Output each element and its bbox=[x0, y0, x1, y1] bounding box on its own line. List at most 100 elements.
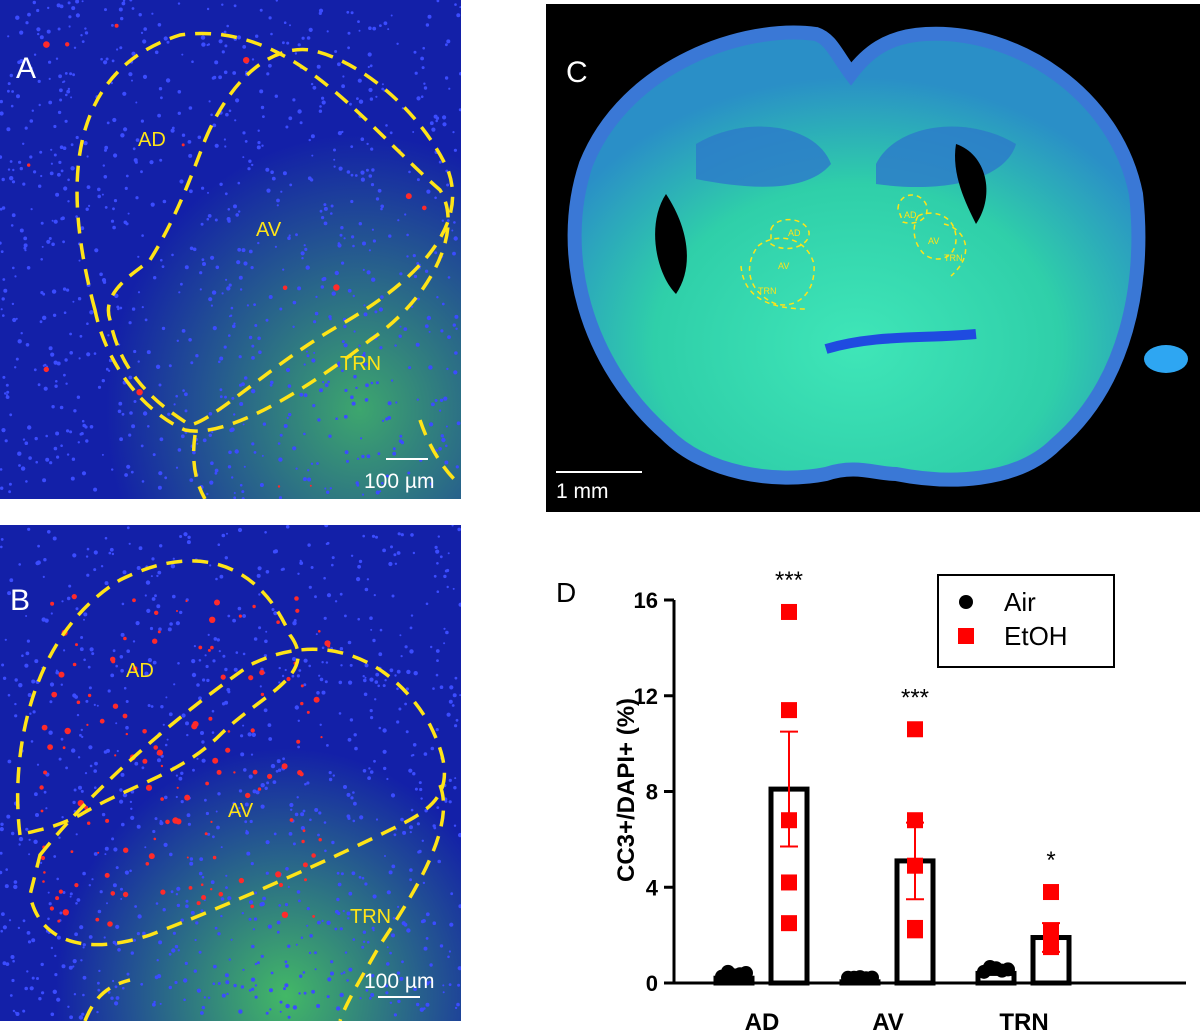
cell-dot bbox=[239, 383, 243, 387]
cell-dot bbox=[383, 766, 387, 771]
cell-dot bbox=[425, 23, 430, 27]
cell-dot bbox=[396, 42, 399, 45]
cell-dot bbox=[297, 43, 301, 47]
cell-dot bbox=[380, 295, 384, 299]
cell-dot bbox=[103, 175, 108, 179]
cell-dot bbox=[300, 684, 304, 688]
cell-dot bbox=[425, 937, 429, 940]
cell-dot bbox=[279, 307, 283, 311]
cell-dot bbox=[0, 538, 4, 541]
cell-dot bbox=[225, 886, 228, 889]
cell-dot bbox=[320, 736, 323, 739]
cell-dot bbox=[324, 525, 329, 528]
cell-dot bbox=[63, 311, 67, 315]
cell-dot bbox=[125, 700, 129, 703]
cell-dot bbox=[72, 800, 76, 805]
cell-dot bbox=[232, 324, 236, 329]
cell-dot bbox=[251, 732, 256, 737]
cell-dot bbox=[436, 806, 440, 809]
cell-dot bbox=[251, 356, 255, 360]
cell-dot bbox=[50, 352, 55, 357]
cell-dot bbox=[314, 808, 319, 812]
cell-dot bbox=[183, 998, 186, 1002]
cell-dot bbox=[75, 135, 79, 140]
cell-dot bbox=[394, 674, 397, 677]
cell-dot bbox=[396, 720, 400, 724]
cell-dot bbox=[104, 846, 109, 851]
cell-dot bbox=[374, 698, 377, 701]
y-axis-label: CC3+/DAPI+ (%) bbox=[613, 698, 640, 882]
cell-dot bbox=[454, 777, 457, 780]
cell-dot bbox=[254, 891, 258, 895]
cell-dot bbox=[25, 480, 28, 483]
cell-dot bbox=[172, 817, 179, 824]
right-thalamus-outlines bbox=[897, 194, 967, 277]
cell-dot bbox=[27, 12, 31, 17]
cell-dot bbox=[442, 115, 447, 120]
cell-dot bbox=[43, 363, 47, 367]
cell-dot bbox=[18, 160, 22, 164]
cell-dot bbox=[218, 75, 223, 80]
cell-dot bbox=[323, 206, 328, 211]
cell-dot bbox=[86, 723, 89, 726]
cell-dot bbox=[238, 355, 242, 359]
cell-dot bbox=[413, 50, 417, 54]
cell-dot bbox=[31, 976, 35, 980]
cell-dot bbox=[303, 432, 306, 436]
cell-dot bbox=[217, 543, 221, 546]
cell-dot bbox=[447, 335, 451, 339]
cell-dot bbox=[361, 454, 365, 459]
cell-dot bbox=[221, 50, 225, 54]
cell-dot bbox=[86, 155, 89, 158]
cell-dot bbox=[440, 434, 444, 438]
cell-dot bbox=[228, 109, 232, 113]
cell-dot bbox=[373, 759, 376, 763]
cell-dot bbox=[397, 999, 401, 1004]
cell-dot bbox=[281, 911, 289, 918]
cell-dot bbox=[115, 722, 118, 725]
cell-dot bbox=[79, 647, 84, 652]
cell-dot bbox=[176, 903, 181, 908]
cell-dot bbox=[69, 895, 72, 898]
cell-dot bbox=[173, 403, 176, 406]
cell-dot bbox=[323, 221, 328, 226]
cell-dot bbox=[370, 716, 374, 720]
cell-dot bbox=[459, 6, 461, 9]
cell-dot bbox=[327, 977, 332, 982]
cell-dot bbox=[455, 465, 459, 469]
cell-dot bbox=[268, 295, 273, 299]
cell-dot bbox=[399, 976, 404, 981]
cell-dot bbox=[52, 313, 57, 317]
cell-dot bbox=[398, 334, 402, 338]
cell-dot bbox=[388, 870, 393, 875]
cell-dot bbox=[363, 362, 368, 367]
cell-dot bbox=[170, 564, 176, 569]
cell-dot bbox=[150, 705, 154, 708]
cell-dot bbox=[0, 241, 2, 245]
cell-dot bbox=[352, 294, 355, 298]
cell-dot bbox=[170, 890, 174, 894]
x-tick-label: AD bbox=[745, 1009, 780, 1031]
cell-dot bbox=[247, 167, 251, 171]
cell-dot bbox=[116, 749, 119, 753]
cell-dot bbox=[409, 878, 412, 882]
cell-dot bbox=[67, 200, 70, 203]
cell-dot bbox=[362, 930, 367, 934]
cell-dot bbox=[122, 792, 128, 798]
cell-dot bbox=[349, 102, 352, 106]
cell-dot bbox=[112, 117, 117, 123]
cell-dot bbox=[80, 728, 84, 732]
cell-dot bbox=[328, 434, 332, 438]
cell-dot bbox=[11, 978, 15, 983]
cell-dot bbox=[0, 111, 4, 116]
cell-dot bbox=[321, 690, 326, 695]
cell-dot bbox=[59, 4, 64, 9]
cell-dot bbox=[369, 616, 373, 620]
point-etoh bbox=[781, 702, 797, 719]
cell-dot bbox=[251, 987, 255, 991]
cell-dot bbox=[373, 594, 376, 597]
cell-dot bbox=[330, 204, 334, 208]
cell-dot bbox=[333, 284, 340, 291]
cell-dot bbox=[94, 786, 97, 789]
cell-dot bbox=[330, 971, 334, 976]
